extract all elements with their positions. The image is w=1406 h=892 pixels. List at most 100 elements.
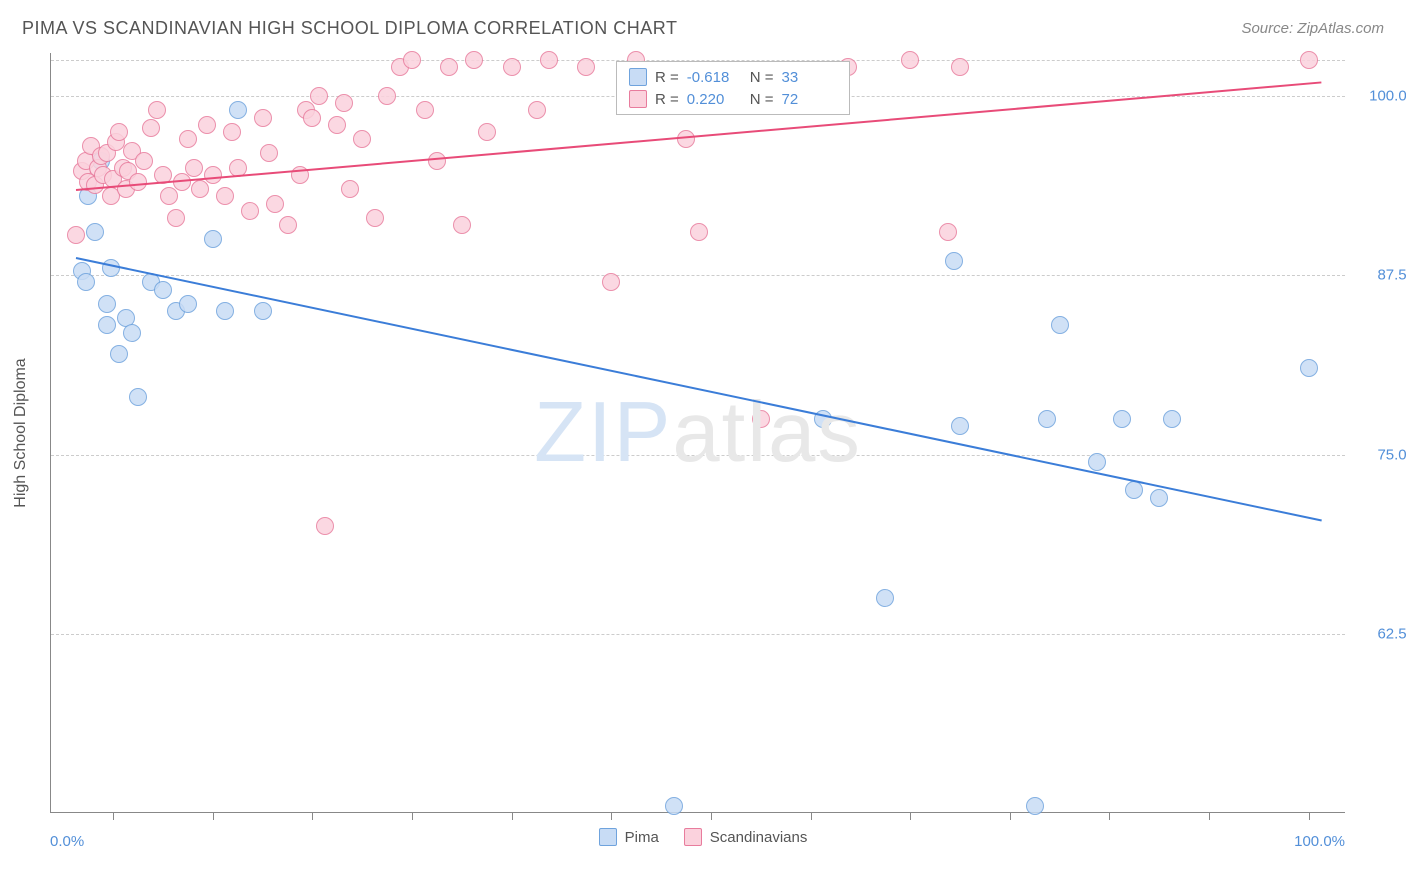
data-point <box>335 94 353 112</box>
data-point <box>1300 51 1318 69</box>
data-point <box>1088 453 1106 471</box>
legend-item: Pima <box>599 828 659 846</box>
stats-box: R = -0.618 N = 33 R = 0.220 N = 72 <box>616 61 850 115</box>
data-point <box>204 166 222 184</box>
legend-item: Scandinavians <box>684 828 808 846</box>
data-point <box>1026 797 1044 815</box>
data-point <box>86 223 104 241</box>
data-point <box>229 101 247 119</box>
data-point <box>77 273 95 291</box>
data-point <box>341 180 359 198</box>
data-point <box>179 130 197 148</box>
data-point <box>110 123 128 141</box>
data-point <box>260 144 278 162</box>
trendline <box>76 257 1322 521</box>
n-value: 33 <box>782 69 837 86</box>
data-point <box>204 230 222 248</box>
gridline <box>51 455 1345 456</box>
r-value: 0.220 <box>687 91 742 108</box>
data-point <box>951 58 969 76</box>
data-point <box>102 259 120 277</box>
legend-label: Pima <box>625 829 659 846</box>
data-point <box>1150 489 1168 507</box>
data-point <box>310 87 328 105</box>
data-point <box>154 281 172 299</box>
data-point <box>465 51 483 69</box>
x-tick <box>512 812 513 820</box>
data-point <box>67 226 85 244</box>
data-point <box>241 202 259 220</box>
x-tick <box>1010 812 1011 820</box>
data-point <box>98 295 116 313</box>
data-point <box>540 51 558 69</box>
data-point <box>353 130 371 148</box>
data-point <box>1038 410 1056 428</box>
data-point <box>528 101 546 119</box>
data-point <box>577 58 595 76</box>
gridline <box>51 634 1345 635</box>
data-point <box>110 345 128 363</box>
data-point <box>98 316 116 334</box>
y-axis-label: High School Diploma <box>12 358 30 507</box>
data-point <box>1113 410 1131 428</box>
data-point <box>135 152 153 170</box>
plot-area: High School Diploma ZIPatlas 62.5%75.0%8… <box>50 53 1345 813</box>
data-point <box>254 302 272 320</box>
legend-swatch <box>629 68 647 86</box>
x-tick <box>811 812 812 820</box>
n-label: N = <box>750 91 774 108</box>
data-point <box>428 152 446 170</box>
gridline <box>51 275 1345 276</box>
data-point <box>752 410 770 428</box>
data-point <box>328 116 346 134</box>
data-point <box>1163 410 1181 428</box>
y-tick-label: 100.0% <box>1369 88 1406 105</box>
chart-title: PIMA VS SCANDINAVIAN HIGH SCHOOL DIPLOMA… <box>22 18 677 39</box>
data-point <box>665 797 683 815</box>
legend-swatch <box>599 828 617 846</box>
data-point <box>403 51 421 69</box>
data-point <box>378 87 396 105</box>
data-point <box>198 116 216 134</box>
data-point <box>602 273 620 291</box>
legend-swatch <box>684 828 702 846</box>
y-tick-label: 62.5% <box>1377 625 1406 642</box>
data-point <box>939 223 957 241</box>
data-point <box>453 216 471 234</box>
data-point <box>254 109 272 127</box>
data-point <box>123 324 141 342</box>
data-point <box>191 180 209 198</box>
r-value: -0.618 <box>687 69 742 86</box>
x-tick <box>412 812 413 820</box>
data-point <box>223 123 241 141</box>
data-point <box>316 517 334 535</box>
data-point <box>160 187 178 205</box>
legend: Pima Scandinavians <box>0 828 1406 846</box>
data-point <box>1125 481 1143 499</box>
legend-swatch <box>629 90 647 108</box>
data-point <box>478 123 496 141</box>
y-tick-label: 87.5% <box>1377 267 1406 284</box>
r-label: R = <box>655 69 679 86</box>
data-point <box>303 109 321 127</box>
n-label: N = <box>750 69 774 86</box>
data-point <box>901 51 919 69</box>
r-label: R = <box>655 91 679 108</box>
data-point <box>945 252 963 270</box>
data-point <box>951 417 969 435</box>
n-value: 72 <box>782 91 837 108</box>
x-tick <box>1109 812 1110 820</box>
x-tick <box>910 812 911 820</box>
data-point <box>279 216 297 234</box>
x-tick <box>312 812 313 820</box>
data-point <box>129 388 147 406</box>
data-point <box>416 101 434 119</box>
source-label: Source: ZipAtlas.com <box>1241 20 1384 37</box>
data-point <box>440 58 458 76</box>
y-tick-label: 75.0% <box>1377 446 1406 463</box>
legend-label: Scandinavians <box>710 829 808 846</box>
data-point <box>148 101 166 119</box>
data-point <box>216 187 234 205</box>
data-point <box>167 209 185 227</box>
x-tick <box>1309 812 1310 820</box>
